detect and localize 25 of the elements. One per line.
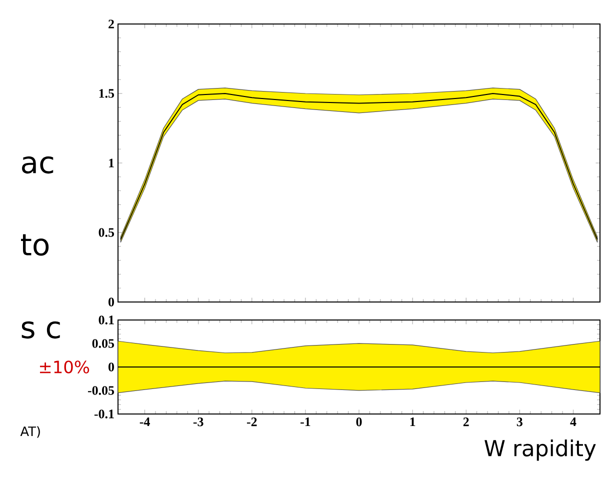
text: to <box>21 234 49 256</box>
x-tick-label: -4 <box>140 418 150 426</box>
y-tick-label: 0.1 <box>98 316 114 324</box>
y-tick-label: 0 <box>108 298 114 306</box>
y-tick-label: -0.05 <box>88 386 114 395</box>
text: ac <box>22 156 54 174</box>
y-tick-label: 0 <box>108 362 114 372</box>
x-tick-label: -1 <box>300 418 310 426</box>
x-tick-label: -3 <box>193 418 204 426</box>
x-tick-label: 4 <box>570 418 576 426</box>
x-tick-label: 1 <box>410 418 416 426</box>
text: ±10% <box>40 360 90 374</box>
x-tick-label: -2 <box>246 418 257 426</box>
y-tick-label: 1.5 <box>99 89 114 98</box>
y-tick-label: 0.05 <box>92 339 114 348</box>
text: AT) <box>20 426 40 438</box>
x-tick-label: 3 <box>516 418 522 426</box>
x-tick-label: 2 <box>463 418 469 426</box>
x-tick-label: 0 <box>356 418 362 426</box>
y-tick-label: -0.1 <box>94 410 114 418</box>
y-tick-label: 2 <box>108 20 114 28</box>
x-axis-title: W rapidity <box>484 440 596 461</box>
text: s c <box>22 321 60 339</box>
y-tick-label: 1 <box>109 158 114 168</box>
y-tick-label: 0.5 <box>98 228 114 237</box>
